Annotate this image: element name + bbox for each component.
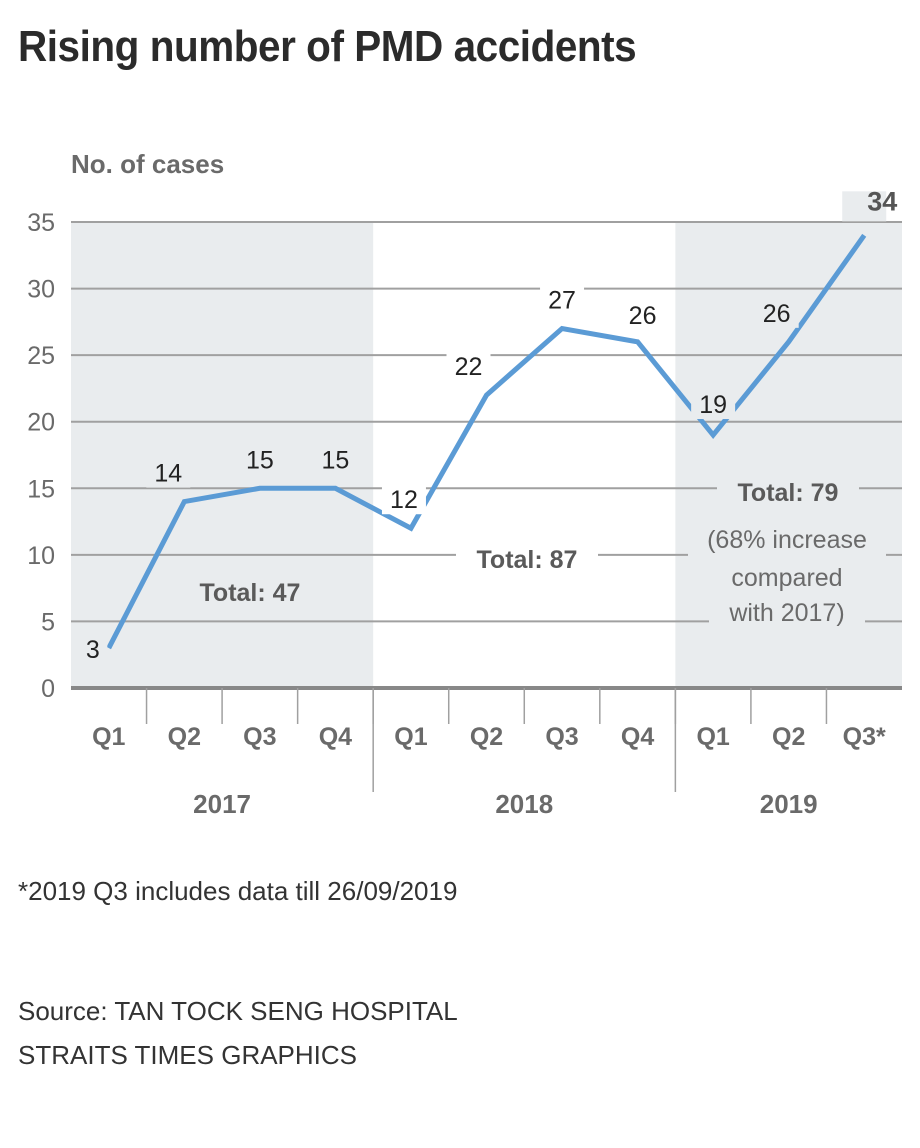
data-label-bg — [754, 297, 799, 328]
y-tick-label: 5 — [41, 608, 55, 636]
data-label: 27 — [548, 287, 576, 315]
y-tick-label: 35 — [27, 209, 55, 237]
year-label: 2017 — [193, 789, 251, 819]
x-tick-label: Q3 — [545, 723, 578, 751]
data-label-bg — [842, 191, 887, 222]
total-annotation-2019-bg — [717, 477, 859, 509]
x-tick-label: Q3 — [243, 723, 276, 751]
data-label: 15 — [322, 446, 350, 474]
data-label: 3 — [86, 636, 100, 664]
increase-note-line2-bg — [723, 562, 851, 594]
x-tick-label: Q4 — [319, 723, 352, 751]
data-label: 26 — [763, 300, 791, 328]
x-tick-label: Q2 — [470, 723, 503, 751]
total-annotation-2019: Total: 79 — [738, 479, 839, 507]
data-label: 26 — [629, 302, 657, 330]
data-label-bg — [237, 444, 282, 475]
data-label: 14 — [154, 460, 182, 488]
data-label-bg — [313, 444, 358, 475]
data-label: 22 — [455, 353, 483, 381]
data-label-bg — [381, 484, 426, 515]
x-tick-label: Q1 — [696, 723, 729, 751]
y-tick-label: 15 — [27, 475, 55, 503]
year-label: 2018 — [495, 789, 553, 819]
total-annotation-2017: Total: 47 — [200, 579, 301, 607]
x-tick-label: Q2 — [772, 723, 805, 751]
x-tick-label: Q2 — [168, 723, 201, 751]
y-tick-label: 20 — [27, 409, 55, 437]
x-tick-label: Q3* — [843, 723, 886, 751]
data-label-bg — [691, 389, 736, 420]
total-annotation-2018: Total: 87 — [477, 546, 578, 574]
total-annotation-2017-bg — [179, 577, 321, 609]
year-label: 2019 — [760, 789, 818, 819]
x-tick-label: Q1 — [394, 723, 427, 751]
data-label-bg — [146, 457, 191, 488]
data-label-bg — [540, 284, 585, 315]
y-tick-label: 10 — [27, 542, 55, 570]
data-label: 34 — [867, 186, 897, 216]
increase-note-line3-bg — [709, 597, 865, 629]
x-tick-label: Q1 — [92, 723, 125, 751]
data-label-bg — [446, 351, 491, 382]
source-line: Source: TAN TOCK SENG HOSPITAL — [18, 996, 458, 1026]
line-chart: Q1 Q2 Q3 Q4 Q1 Q2 Q3 Q4 Q1 Q2 Q3*2017 2018 2019 0510… — [27, 149, 902, 819]
total-annotation-2018-bg — [456, 544, 598, 576]
data-label: 12 — [390, 486, 418, 514]
footnote: *2019 Q3 includes data till 26/09/2019 — [18, 876, 458, 906]
y-axis-label: No. of cases — [71, 149, 224, 179]
data-label: 15 — [246, 446, 274, 474]
data-label-bg — [78, 634, 108, 665]
y-tick-label: 0 — [41, 675, 55, 703]
chart-title: Rising number of PMD accidents — [18, 22, 637, 71]
credit-line: STRAITS TIMES GRAPHICS — [18, 1040, 358, 1070]
increase-note-line1: (68% increase — [707, 526, 867, 554]
y-tick-label: 30 — [27, 276, 55, 304]
increase-note-line2: compared — [731, 564, 842, 592]
series-line-cases — [106, 233, 867, 650]
data-label: 19 — [699, 391, 727, 419]
data-label-bg — [620, 299, 665, 330]
increase-note-line3: with 2017) — [728, 599, 844, 627]
x-tick-label: Q4 — [621, 723, 654, 751]
increase-note-line1-bg — [688, 524, 886, 556]
y-tick-label: 25 — [27, 342, 55, 370]
